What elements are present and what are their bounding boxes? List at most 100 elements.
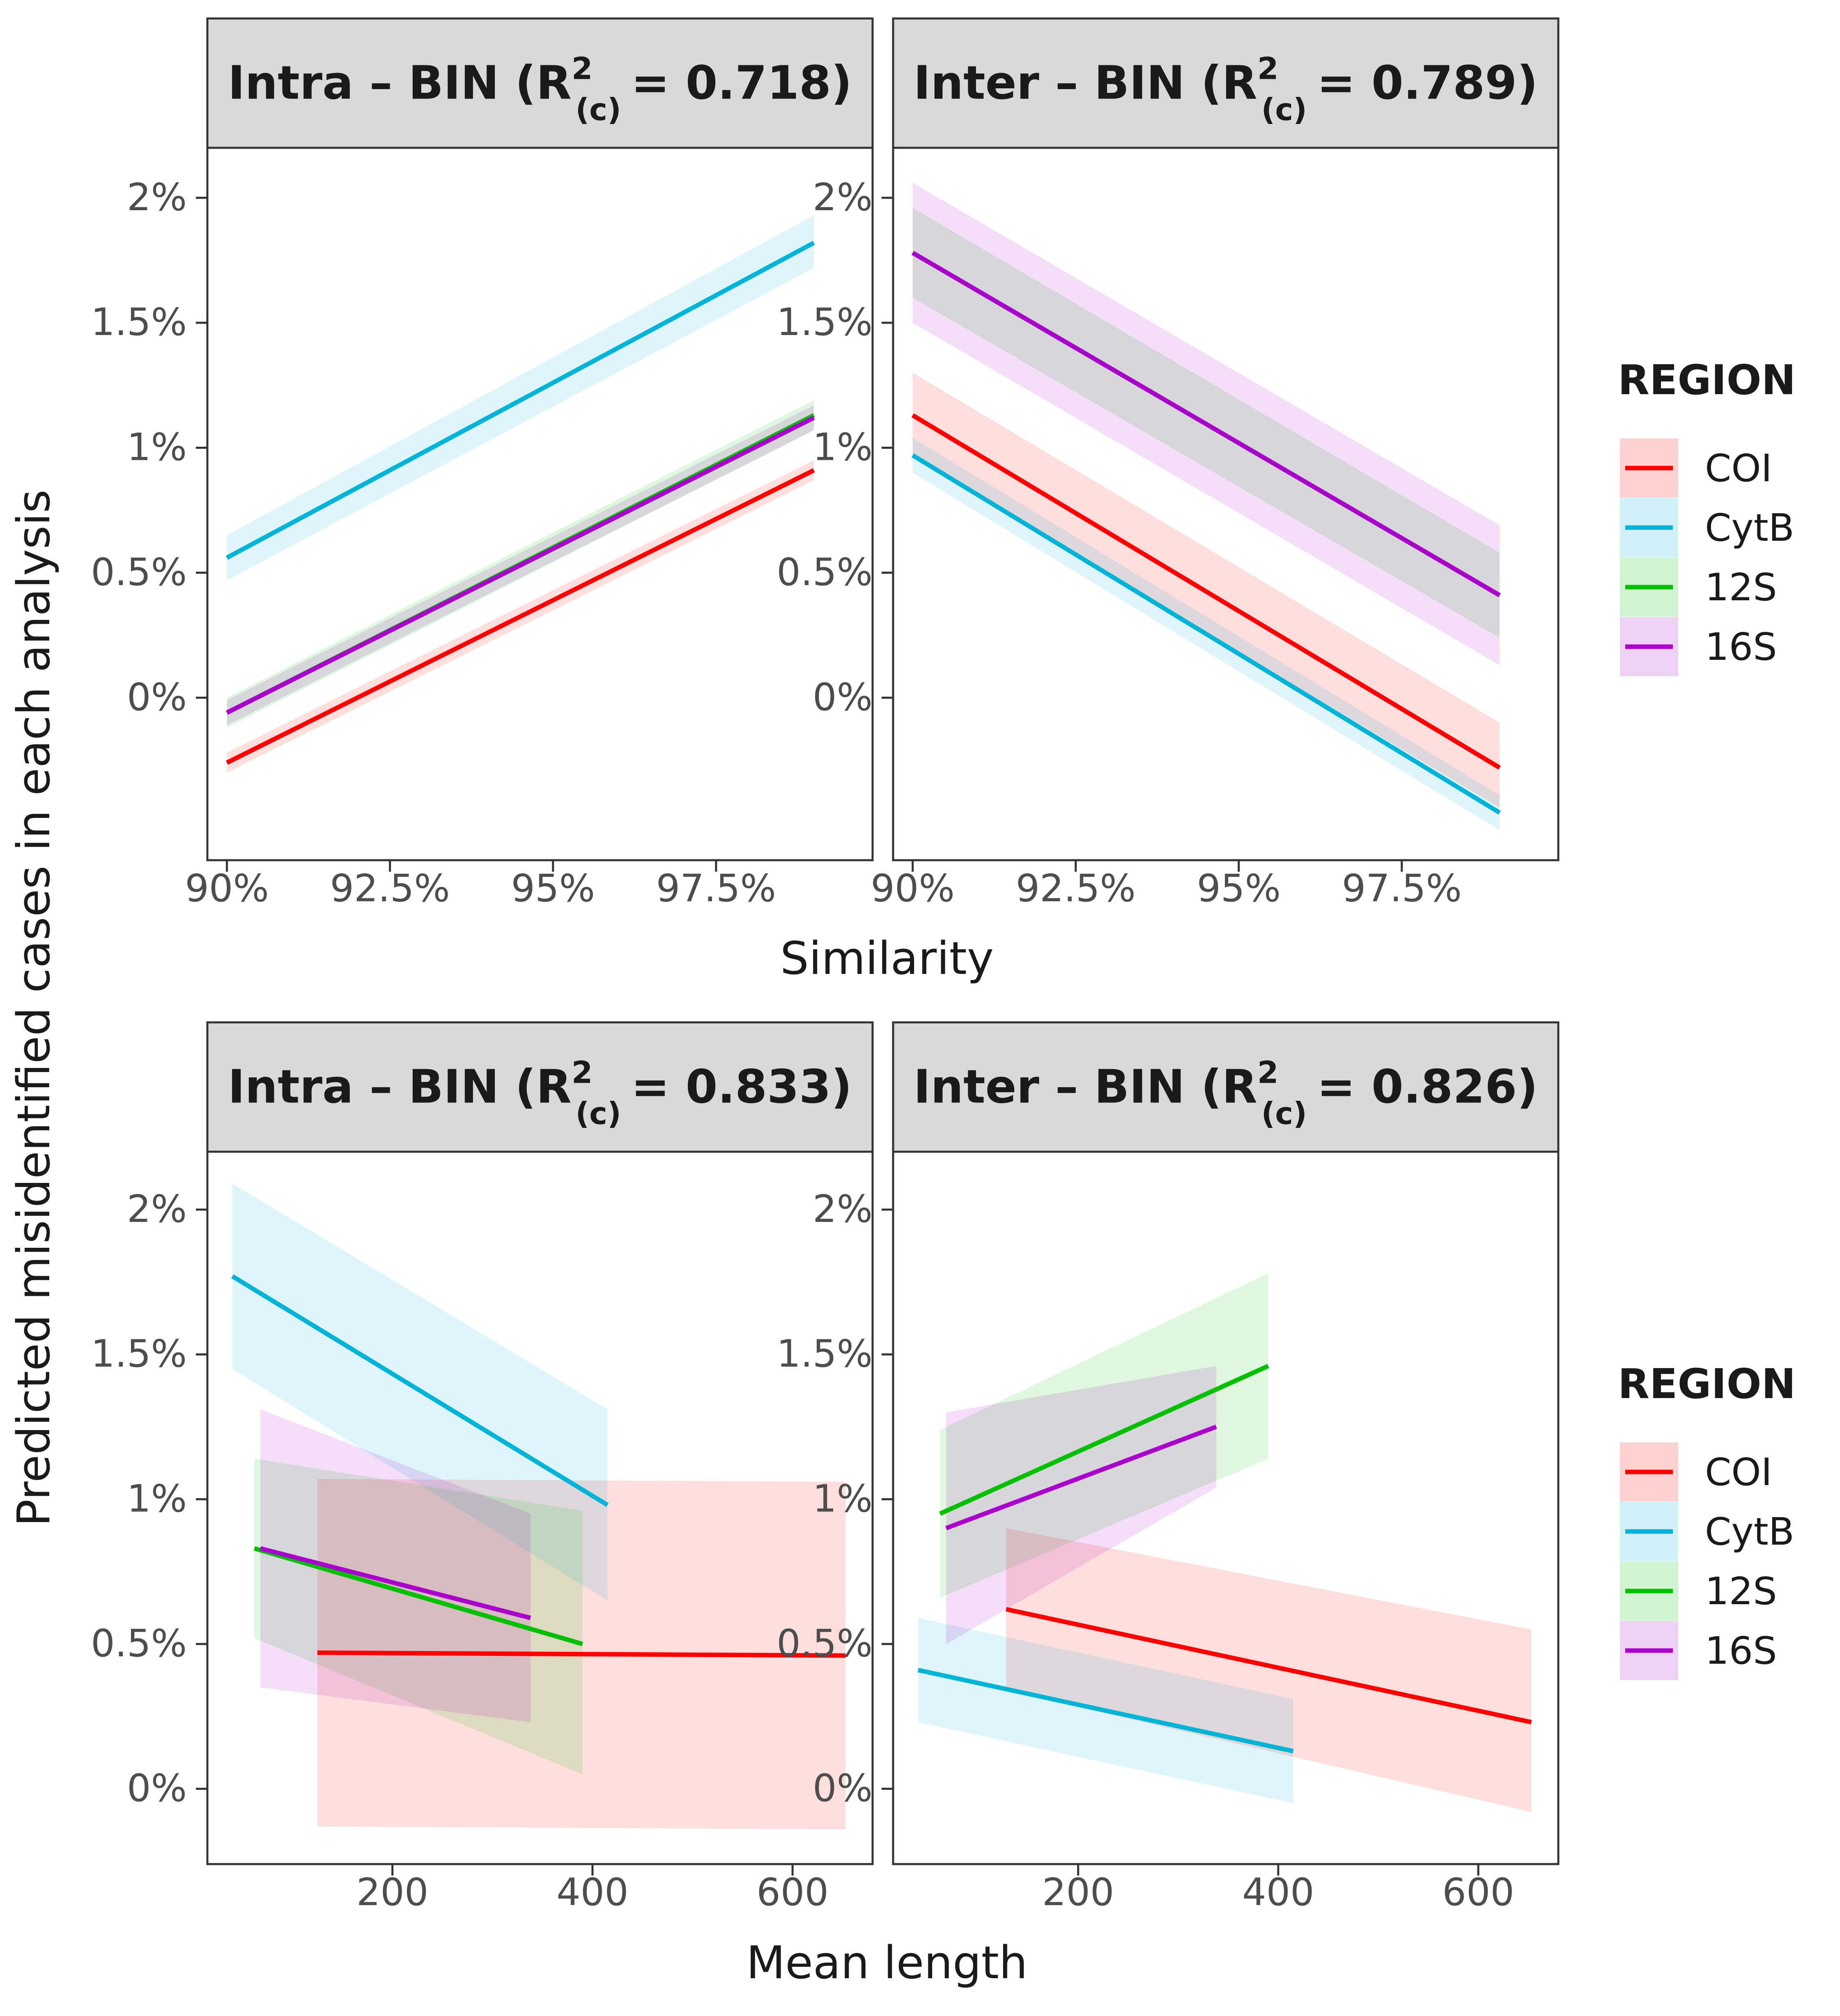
x-tick-label: 200 xyxy=(356,1870,429,1914)
legend-title: REGION xyxy=(1618,1360,1796,1408)
y-tick-label: 1.5% xyxy=(776,1332,873,1376)
facet-strip xyxy=(892,17,1560,149)
strip-r2-value: = 0.789) xyxy=(1317,57,1538,110)
x-tick-label: 600 xyxy=(1442,1870,1514,1914)
panel-border xyxy=(206,147,874,861)
confidence-band-coi xyxy=(1006,1528,1532,1812)
x-tick-label: 97.5% xyxy=(1342,866,1462,910)
y-tick-label: 0% xyxy=(813,1766,873,1810)
legend-item-cytb: CytB xyxy=(1705,506,1794,550)
series-line-cytb xyxy=(917,1668,1294,1754)
x-axis-title-top: Similarity xyxy=(780,932,994,985)
series-line-cytb xyxy=(911,453,1501,815)
strip-r2-value: = 0.718) xyxy=(631,57,852,110)
confidence-band-16s xyxy=(260,1409,531,1722)
strip-superscript: 2 xyxy=(572,1055,593,1091)
strip-superscript: 2 xyxy=(572,51,593,87)
strip-subscript: (c) xyxy=(575,1096,621,1132)
y-tick-label: 0.5% xyxy=(91,1621,187,1665)
y-tick-label: 1.5% xyxy=(91,1332,187,1376)
legend-title: REGION xyxy=(1618,356,1796,404)
strip-subscript: (c) xyxy=(1261,92,1307,128)
y-tick-label: 1.5% xyxy=(776,300,873,344)
x-tick-label: 95% xyxy=(1197,866,1281,910)
x-tick-label: 200 xyxy=(1042,1870,1114,1914)
legend-item-coi: COI xyxy=(1705,446,1772,490)
plot-area xyxy=(207,148,873,860)
panel-border xyxy=(892,1150,1560,1865)
legend-bottom: REGION COI CytB 12S 16S xyxy=(1618,1360,1796,1680)
series-line-coi xyxy=(317,1650,846,1658)
facet-strip xyxy=(206,1021,874,1153)
y-tick-label: 2% xyxy=(127,1187,187,1231)
plot-area xyxy=(893,148,1558,860)
x-tick-label: 92.5% xyxy=(1016,866,1136,910)
series-line-16s xyxy=(911,250,1501,597)
legend-item-cytb: CytB xyxy=(1705,1510,1794,1554)
facet-strip xyxy=(892,1021,1560,1153)
y-tick-label: 1% xyxy=(813,1476,873,1520)
facet-strip-title: Inter – BIN (R2 (c) = 0.826) xyxy=(914,1055,1538,1132)
strip-superscript: 2 xyxy=(1257,1055,1279,1091)
y-tick-label: 2% xyxy=(813,175,873,219)
x-tick-label: 600 xyxy=(756,1870,829,1914)
strip-prefix: Inter – BIN (R xyxy=(914,1061,1257,1114)
x-tick-label: 92.5% xyxy=(330,866,450,910)
facet-strip xyxy=(206,17,874,149)
strip-subscript: (c) xyxy=(575,92,621,128)
y-tick-label: 2% xyxy=(813,1187,873,1231)
series-line-16s xyxy=(260,1546,531,1620)
y-tick-label: 1% xyxy=(127,1476,187,1520)
series-line-coi xyxy=(1006,1607,1532,1724)
strip-prefix: Intra – BIN (R xyxy=(228,1061,572,1114)
facet-strip-title: Intra – BIN (R2 (c) = 0.833) xyxy=(228,1055,852,1132)
y-tick-label: 0.5% xyxy=(91,550,187,594)
facet-strip-title: Intra – BIN (R2 (c) = 0.718) xyxy=(228,51,852,128)
confidence-band-12s xyxy=(940,1273,1268,1598)
y-tick-label: 0.5% xyxy=(776,550,873,594)
x-tick-label: 90% xyxy=(185,866,269,910)
series-line-cytb xyxy=(226,241,815,560)
y-axis-title: Predicted misidentified cases in each an… xyxy=(7,489,60,1527)
y-tick-label: 0% xyxy=(813,675,873,719)
facet-strip-title: Inter – BIN (R2 (c) = 0.789) xyxy=(914,51,1538,128)
series-line-coi xyxy=(911,413,1501,770)
x-tick-label: 90% xyxy=(871,866,954,910)
series-line-16s xyxy=(945,1424,1217,1531)
legend-item-coi: COI xyxy=(1705,1450,1772,1494)
series-line-16s xyxy=(226,416,815,715)
legend-item-16s: 16S xyxy=(1705,625,1777,669)
confidence-band-16s xyxy=(946,1366,1216,1644)
x-axis-title-bottom: Mean length xyxy=(746,1936,1027,1989)
strip-superscript: 2 xyxy=(1257,51,1279,87)
legend-top: REGION COI CytB 12S 16S xyxy=(1618,356,1796,676)
series-line-cytb xyxy=(231,1274,609,1507)
panel-top-right: Inter – BIN (R2 (c) = 0.789) 0% 0.5% 1% 1.5% 2%… xyxy=(776,17,1560,910)
x-tick-label: 400 xyxy=(1242,1870,1314,1914)
strip-r2-value: = 0.826) xyxy=(1317,1061,1538,1114)
y-tick-label: 0% xyxy=(127,1766,187,1810)
strip-r2-value: = 0.833) xyxy=(631,1061,852,1114)
y-tick-label: 1% xyxy=(813,425,873,469)
y-tick-label: 2% xyxy=(127,175,187,219)
panel-border xyxy=(206,1150,874,1865)
series-line-12s xyxy=(253,1546,583,1646)
confidence-band-12s xyxy=(254,1458,583,1775)
x-tick-label: 95% xyxy=(511,866,595,910)
legend-item-12s: 12S xyxy=(1705,565,1777,609)
panel-border xyxy=(892,147,1560,861)
x-tick-label: 400 xyxy=(556,1870,629,1914)
y-tick-label: 1% xyxy=(127,425,187,469)
plot-area xyxy=(207,1152,873,1864)
series-line-coi xyxy=(226,468,815,765)
y-tick-label: 0% xyxy=(127,675,187,719)
legend-item-16s: 16S xyxy=(1705,1629,1777,1673)
legend-item-12s: 12S xyxy=(1705,1569,1777,1613)
panel-bottom-right: Inter – BIN (R2 (c) = 0.826) 0% 0.5% 1% 1.5% 2%… xyxy=(776,1021,1560,1914)
series-line-12s xyxy=(939,1364,1269,1516)
y-tick-label: 0.5% xyxy=(776,1621,873,1665)
strip-prefix: Intra – BIN (R xyxy=(228,57,572,110)
strip-subscript: (c) xyxy=(1261,1096,1307,1132)
y-tick-label: 1.5% xyxy=(91,300,187,344)
